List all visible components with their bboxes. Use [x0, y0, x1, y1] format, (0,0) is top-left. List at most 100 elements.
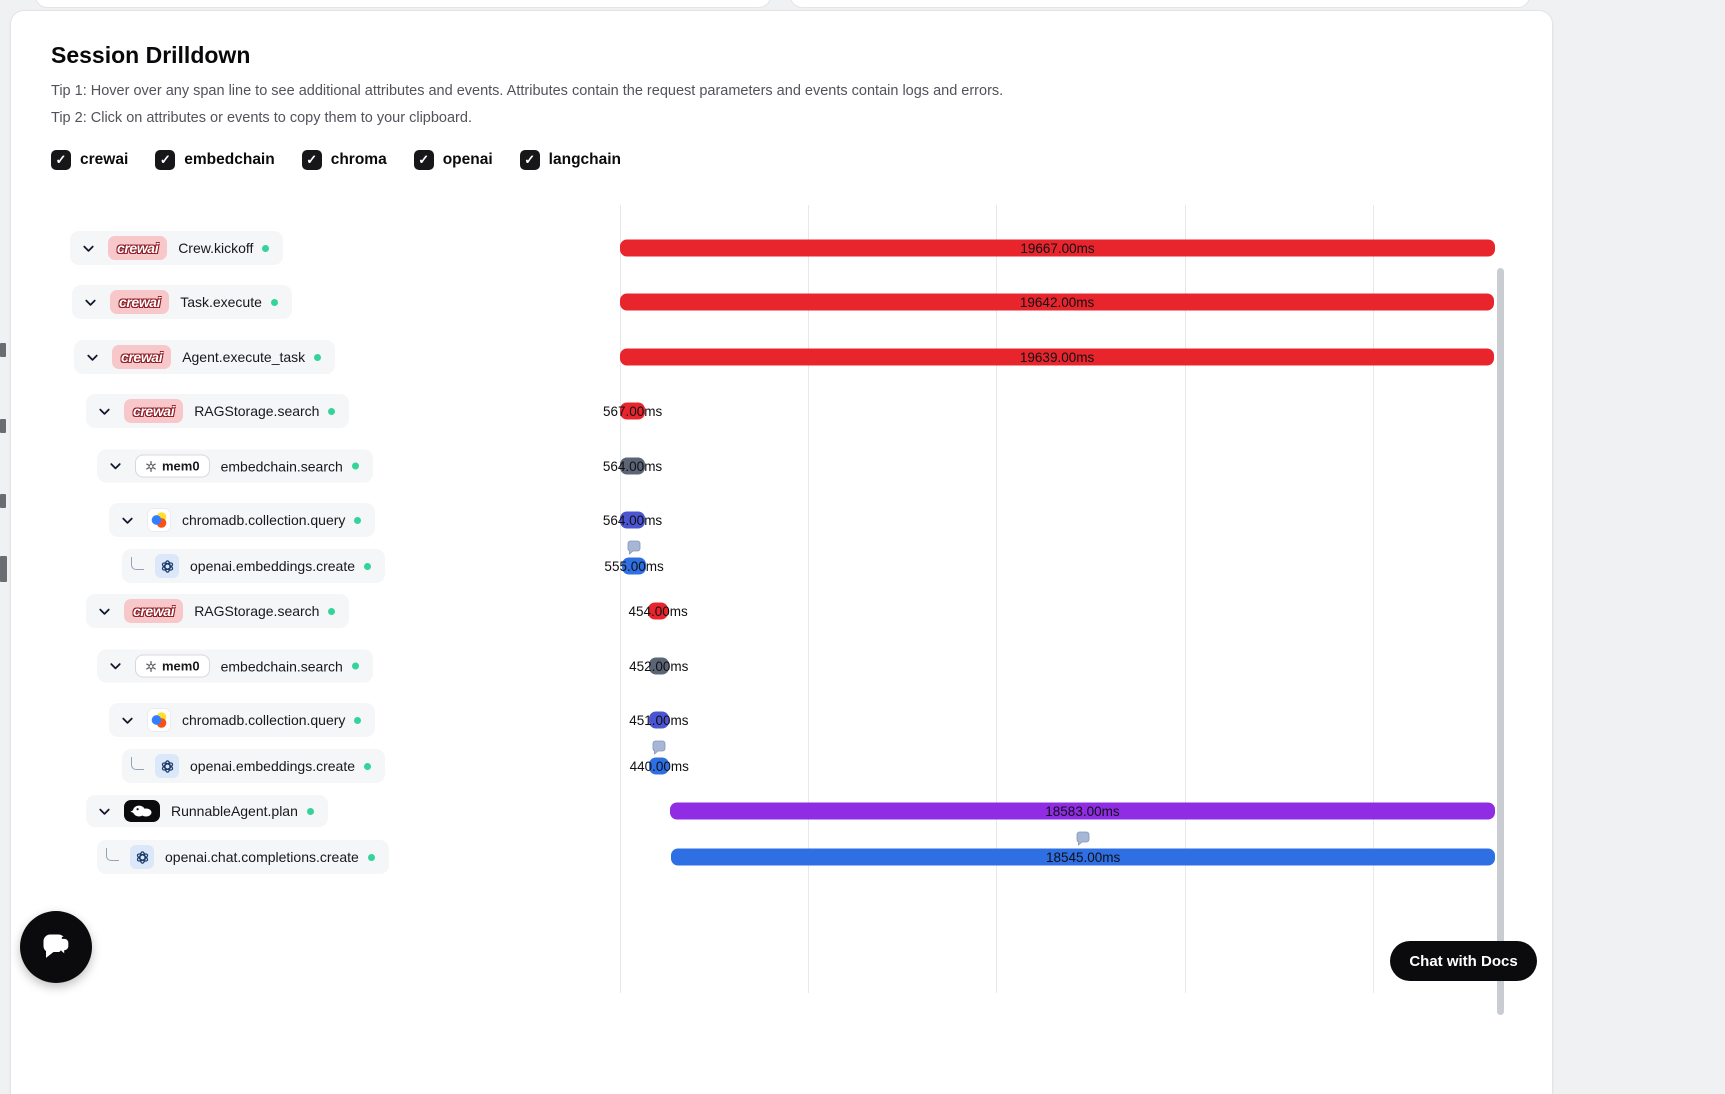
duration-bar[interactable]: 564.00ms	[603, 457, 662, 475]
trace-span-row[interactable]: chromadb.collection.query 451.00ms	[0, 693, 1508, 747]
status-dot	[351, 662, 359, 670]
filter-crewai[interactable]: ✓ crewai	[51, 150, 128, 170]
filter-embedchain[interactable]: ✓ embedchain	[155, 150, 275, 170]
status-dot	[270, 298, 278, 306]
status-dot	[354, 716, 362, 724]
span-label-group[interactable]: crewai Agent.execute_task	[74, 340, 336, 374]
trace-span-row[interactable]: openai.embeddings.create 555.00ms	[0, 540, 1508, 589]
expand-chevron-icon[interactable]	[118, 711, 136, 729]
crewai-logo: crewai	[124, 599, 184, 623]
duration-label: 18545.00ms	[1045, 849, 1121, 865]
mem0-knot-icon	[146, 460, 156, 472]
trace-span-row[interactable]: crewai Task.execute 19642.00ms	[0, 275, 1508, 329]
edge-artifact	[0, 556, 7, 582]
duration-label: 19639.00ms	[1019, 349, 1095, 365]
duration-bar[interactable]: 454.00ms	[628, 602, 688, 620]
expand-chevron-icon[interactable]	[95, 802, 113, 820]
expand-chevron-icon[interactable]	[83, 348, 101, 366]
trace-span-row[interactable]: mem0 embedchain.search 452.00ms	[0, 639, 1508, 693]
checkbox-checked-icon[interactable]: ✓	[155, 150, 176, 170]
filter-label: chroma	[330, 151, 387, 168]
event-bubble-icon[interactable]	[651, 740, 667, 756]
filter-openai[interactable]: ✓ openai	[413, 150, 493, 170]
span-timeline: 19639.00ms	[620, 330, 1495, 384]
span-label-group[interactable]: RunnableAgent.plan	[86, 795, 328, 827]
timeline-gridline	[1373, 205, 1374, 993]
expand-chevron-icon[interactable]	[118, 511, 136, 529]
timeline-gridline	[620, 205, 621, 993]
checkbox-checked-icon[interactable]: ✓	[413, 150, 434, 170]
duration-bar[interactable]: 19642.00ms	[620, 293, 1495, 311]
trace-span-row[interactable]: crewai Crew.kickoff 19667.00ms	[0, 221, 1508, 275]
vertical-scrollbar[interactable]	[1497, 268, 1504, 1015]
chroma-logo	[147, 508, 171, 532]
span-label-group[interactable]: chromadb.collection.query	[109, 503, 376, 537]
span-timeline: 564.00ms	[603, 439, 1495, 493]
expand-chevron-icon[interactable]	[95, 402, 113, 420]
status-dot	[328, 407, 336, 415]
filter-langchain[interactable]: ✓ langchain	[519, 150, 622, 170]
duration-bar[interactable]: 19639.00ms	[620, 348, 1495, 366]
duration-bar[interactable]: 440.00ms	[630, 757, 689, 775]
trace-span-row[interactable]: openai.chat.completions.create 18545.00m…	[0, 831, 1508, 880]
chroma-circles-icon	[151, 712, 167, 728]
span-name: openai.embeddings.create	[190, 758, 356, 774]
status-dot	[351, 462, 359, 470]
openai-knot-icon	[136, 850, 148, 864]
span-label-group[interactable]: openai.embeddings.create	[122, 749, 386, 783]
duration-bar[interactable]: 451.00ms	[629, 711, 689, 729]
event-bubble-icon[interactable]	[626, 540, 642, 556]
trace-span-row[interactable]: RunnableAgent.plan 18583.00ms	[0, 784, 1508, 838]
checkbox-checked-icon[interactable]: ✓	[301, 150, 322, 170]
event-bubble-icon[interactable]	[1075, 831, 1091, 847]
duration-bar[interactable]: 18583.00ms	[669, 802, 1495, 820]
duration-label: 452.00ms	[629, 658, 689, 674]
expand-chevron-icon[interactable]	[106, 457, 124, 475]
span-timeline: 18545.00ms	[620, 831, 1495, 880]
page-title: Session Drilldown	[51, 42, 251, 68]
span-label-group[interactable]: openai.embeddings.create	[122, 549, 386, 583]
duration-bar[interactable]: 567.00ms	[603, 402, 662, 420]
span-label-group[interactable]: crewai Task.execute	[72, 285, 292, 319]
expand-chevron-icon[interactable]	[106, 657, 124, 675]
chat-widget-button[interactable]	[20, 911, 92, 983]
mem0-knot-icon	[146, 660, 156, 672]
chat-with-docs-button[interactable]: Chat with Docs	[1390, 941, 1537, 981]
span-label-group[interactable]: openai.chat.completions.create	[97, 840, 389, 874]
trace-span-row[interactable]: crewai RAGStorage.search 454.00ms	[0, 584, 1508, 638]
span-name: embedchain.search	[220, 458, 343, 474]
duration-bar[interactable]: 18545.00ms	[671, 848, 1495, 866]
span-label-group[interactable]: crewai RAGStorage.search	[86, 594, 350, 628]
span-label-group[interactable]: crewai Crew.kickoff	[70, 231, 284, 265]
duration-bar[interactable]: 19667.00ms	[620, 239, 1495, 257]
duration-bar[interactable]: 564.00ms	[603, 511, 662, 529]
duration-bar[interactable]: 452.00ms	[629, 657, 688, 675]
span-name: Crew.kickoff	[178, 240, 254, 256]
edge-artifact	[0, 343, 6, 357]
tip-1-text: Tip 1: Hover over any span line to see a…	[51, 83, 1004, 99]
expand-chevron-icon[interactable]	[95, 602, 113, 620]
expand-chevron-icon[interactable]	[81, 293, 99, 311]
span-label-group[interactable]: crewai RAGStorage.search	[86, 394, 350, 428]
span-label-group[interactable]: mem0 embedchain.search	[97, 649, 373, 683]
checkbox-checked-icon[interactable]: ✓	[519, 150, 540, 170]
filter-label: langchain	[548, 151, 622, 168]
crewai-logo: crewai	[112, 345, 172, 369]
trace-span-row[interactable]: mem0 embedchain.search 564.00ms	[0, 439, 1508, 493]
span-label-group[interactable]: mem0 embedchain.search	[97, 449, 373, 483]
crewai-logo: crewai	[124, 399, 184, 423]
trace-span-row[interactable]: crewai RAGStorage.search 567.00ms	[0, 384, 1508, 438]
trace-span-row[interactable]: chromadb.collection.query 564.00ms	[0, 493, 1508, 547]
duration-bar[interactable]: 555.00ms	[604, 557, 664, 575]
checkbox-checked-icon[interactable]: ✓	[51, 150, 71, 170]
trace-span-row[interactable]: openai.embeddings.create 440.00ms	[0, 740, 1508, 789]
duration-label: 19667.00ms	[1020, 240, 1095, 256]
edge-artifact	[0, 494, 6, 508]
trace-span-row[interactable]: crewai Agent.execute_task 19639.00ms	[0, 330, 1508, 384]
span-label-group[interactable]: chromadb.collection.query	[109, 703, 376, 737]
filter-chroma[interactable]: ✓ chroma	[301, 150, 387, 170]
openai-knot-icon	[161, 559, 173, 573]
span-name: chromadb.collection.query	[182, 512, 346, 528]
expand-chevron-icon[interactable]	[79, 239, 97, 257]
